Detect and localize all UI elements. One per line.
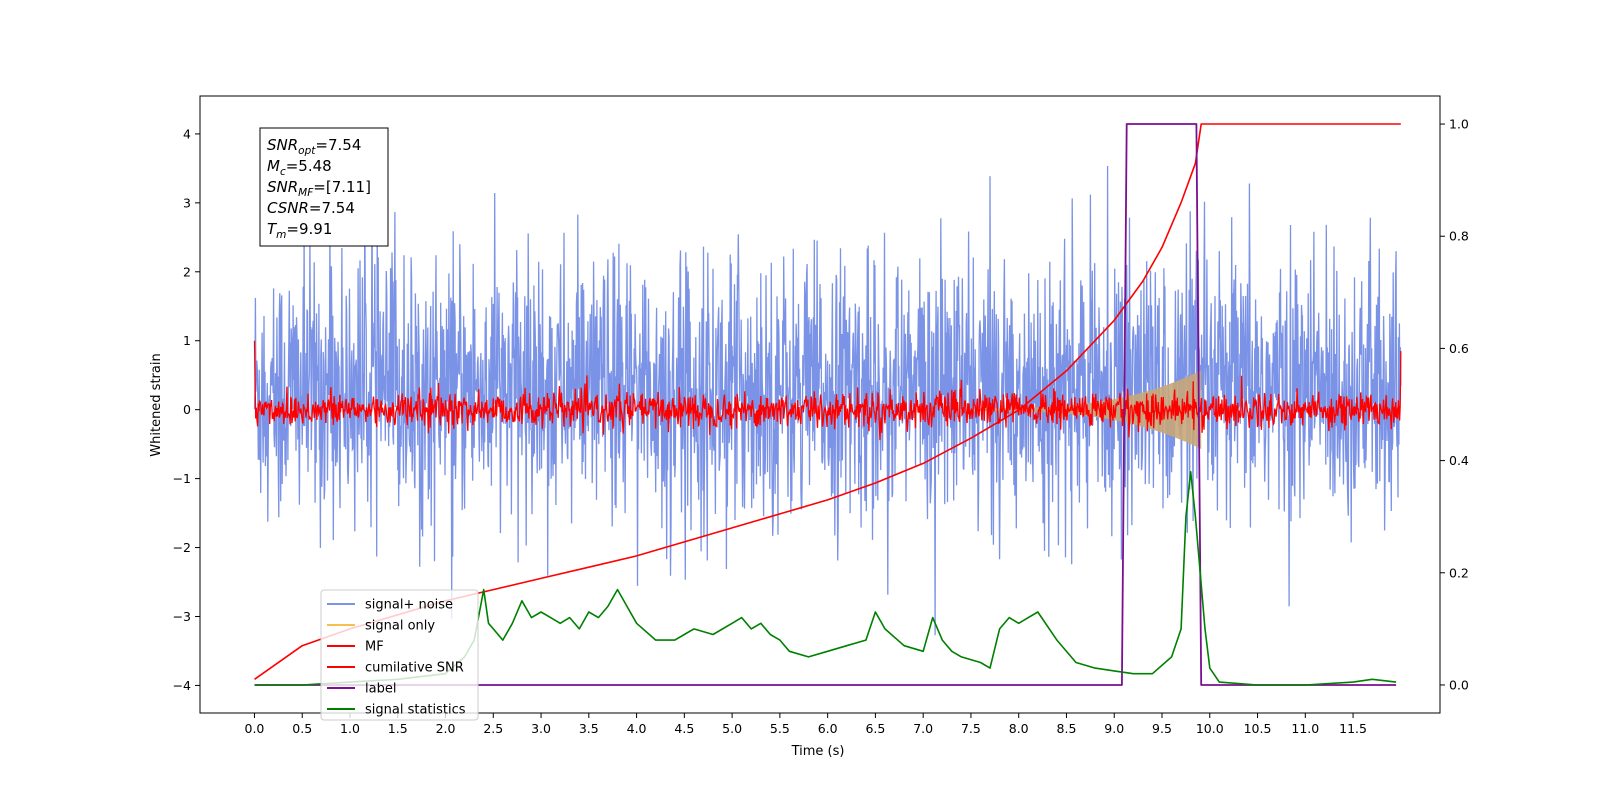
y-tick-label: −1	[173, 471, 191, 486]
y2-tick-label: 0.4	[1449, 453, 1469, 468]
x-tick-label: 7.0	[913, 721, 933, 736]
x-tick-label: 11.0	[1291, 721, 1319, 736]
legend-label: signal only	[365, 619, 435, 634]
legend-label: signal+ noise	[365, 598, 453, 613]
x-tick-label: 1.5	[388, 721, 408, 736]
x-axis: 0.0 0.5 1.0 1.5 2.0 2.5 3.0 3.5 4.0 4.5 5.0 5.5 6.0 6…	[245, 713, 1367, 736]
x-tick-label: 2.5	[483, 721, 503, 736]
y2-tick-label: 0.2	[1449, 565, 1469, 580]
annotation-line: CSNR=7.54	[267, 199, 355, 217]
x-tick-label: 8.5	[1057, 721, 1077, 736]
annotation-line: SNRMF=[7.11]	[267, 178, 371, 199]
series-label	[254, 123, 1397, 686]
y-tick-label: 0	[183, 402, 191, 417]
x-axis-label: Time (s)	[791, 744, 845, 759]
x-tick-label: 9.5	[1152, 721, 1172, 736]
x-tick-label: 10.0	[1196, 721, 1224, 736]
x-tick-label: 10.5	[1244, 721, 1272, 736]
y2-tick-label: 0.6	[1449, 341, 1469, 356]
legend-label: cumilative SNR	[365, 661, 464, 676]
series-signal-statistics	[254, 471, 1397, 686]
x-tick-label: 0.5	[292, 721, 312, 736]
y-axis-right: 1.0 0.8 0.6 0.4 0.2 0.0	[1440, 117, 1469, 692]
y-axis-label: Whitened strain	[149, 353, 164, 456]
annotation-line: SNRopt=7.54	[267, 136, 361, 157]
y-tick-label: 2	[183, 264, 191, 279]
legend-label: MF	[365, 640, 384, 655]
x-tick-label: 6.5	[865, 721, 885, 736]
x-tick-label: 4.0	[627, 721, 647, 736]
y-tick-label: −2	[173, 540, 191, 555]
y2-tick-label: 1.0	[1449, 117, 1469, 132]
legend-label: label	[365, 682, 396, 697]
annotation-line: Mc=5.48	[267, 157, 332, 178]
y-axis-left: 4 3 2 1 0 −1 −2 −3 −4	[173, 126, 200, 693]
y-tick-label: −4	[173, 678, 191, 693]
x-tick-label: 1.0	[340, 721, 360, 736]
y2-tick-label: 0.0	[1449, 677, 1469, 692]
series-mf	[253, 340, 1402, 441]
legend: signal+ noise signal only MF cumilative SNR…	[320, 589, 479, 721]
y2-tick-label: 0.8	[1449, 229, 1469, 244]
legend-label: signal statistics	[365, 703, 466, 718]
x-tick-label: 9.0	[1104, 721, 1124, 736]
x-tick-label: 3.5	[579, 721, 599, 736]
y-tick-label: 1	[183, 333, 191, 348]
x-tick-label: 5.5	[770, 721, 790, 736]
x-tick-label: 8.0	[1009, 721, 1029, 736]
x-tick-label: 7.5	[961, 721, 981, 736]
annotation-line: Tm=9.91	[267, 220, 332, 241]
x-tick-label: 11.5	[1339, 721, 1367, 736]
x-tick-label: 0.0	[245, 721, 265, 736]
y-tick-label: −3	[173, 609, 191, 624]
y-tick-label: 3	[183, 195, 191, 210]
x-tick-label: 2.0	[436, 721, 456, 736]
x-tick-label: 3.0	[531, 721, 551, 736]
y-tick-label: 4	[183, 126, 191, 141]
x-tick-label: 5.0	[722, 721, 742, 736]
axes-frame	[199, 95, 1441, 714]
x-tick-label: 4.5	[674, 721, 694, 736]
x-tick-label: 6.0	[818, 721, 838, 736]
